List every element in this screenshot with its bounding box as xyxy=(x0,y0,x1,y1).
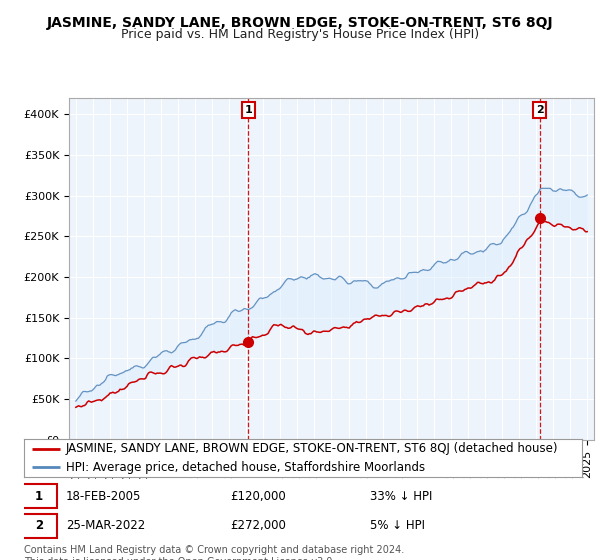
Text: Price paid vs. HM Land Registry's House Price Index (HPI): Price paid vs. HM Land Registry's House … xyxy=(121,28,479,41)
FancyBboxPatch shape xyxy=(21,484,58,508)
Text: 1: 1 xyxy=(244,105,252,115)
Text: JASMINE, SANDY LANE, BROWN EDGE, STOKE-ON-TRENT, ST6 8QJ: JASMINE, SANDY LANE, BROWN EDGE, STOKE-O… xyxy=(47,16,553,30)
Text: 33% ↓ HPI: 33% ↓ HPI xyxy=(370,489,433,503)
Text: 2: 2 xyxy=(35,519,43,533)
Text: 1: 1 xyxy=(35,489,43,503)
Text: JASMINE, SANDY LANE, BROWN EDGE, STOKE-ON-TRENT, ST6 8QJ (detached house): JASMINE, SANDY LANE, BROWN EDGE, STOKE-O… xyxy=(66,442,559,455)
Text: 25-MAR-2022: 25-MAR-2022 xyxy=(66,519,145,533)
Text: Contains HM Land Registry data © Crown copyright and database right 2024.
This d: Contains HM Land Registry data © Crown c… xyxy=(24,545,404,560)
Text: 18-FEB-2005: 18-FEB-2005 xyxy=(66,489,141,503)
Text: 5% ↓ HPI: 5% ↓ HPI xyxy=(370,519,425,533)
Text: HPI: Average price, detached house, Staffordshire Moorlands: HPI: Average price, detached house, Staf… xyxy=(66,461,425,474)
Text: £272,000: £272,000 xyxy=(230,519,286,533)
Text: £120,000: £120,000 xyxy=(230,489,286,503)
Text: 2: 2 xyxy=(536,105,544,115)
FancyBboxPatch shape xyxy=(21,514,58,538)
